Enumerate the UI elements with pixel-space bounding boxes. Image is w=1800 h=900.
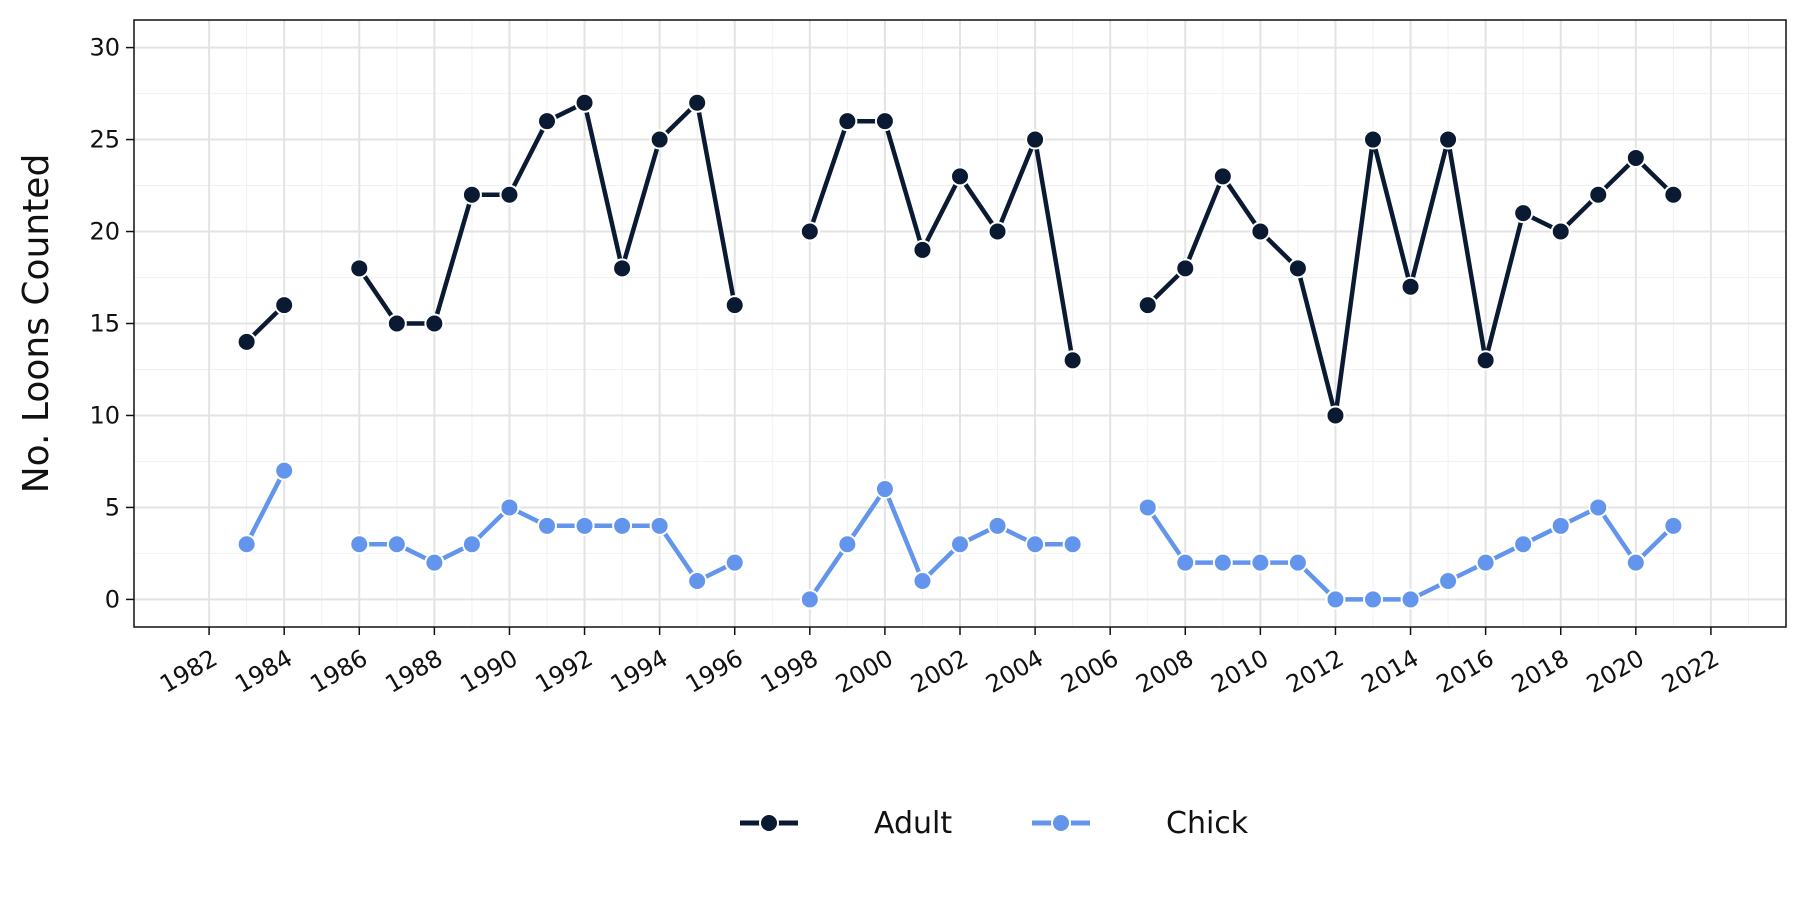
y-tick-label: 20: [89, 218, 120, 246]
legend-label-chick: Chick: [1166, 806, 1249, 841]
data-point-chick: [950, 534, 970, 555]
data-point-adult: [537, 111, 557, 132]
data-point-adult: [1250, 221, 1271, 242]
y-tick-label: 30: [89, 34, 120, 62]
data-point-adult: [1475, 350, 1496, 371]
data-point-chick: [649, 515, 670, 536]
y-axis-title: No. Loons Counted: [16, 154, 57, 494]
data-point-adult: [1513, 203, 1534, 224]
data-point-chick: [236, 534, 257, 555]
data-point-chick: [837, 534, 858, 555]
data-point-adult: [649, 129, 670, 150]
data-point-adult: [1062, 350, 1083, 371]
y-tick-label: 0: [105, 585, 120, 613]
data-point-chick: [1137, 497, 1158, 518]
data-point-adult: [574, 92, 595, 113]
data-point-adult: [1212, 166, 1233, 187]
data-point-chick: [1663, 515, 1684, 536]
data-point-adult: [1438, 129, 1459, 150]
data-point-chick: [1025, 534, 1046, 555]
data-point-adult: [236, 331, 257, 352]
data-point-adult: [1663, 184, 1684, 205]
legend-swatch-marker-chick: [1051, 813, 1071, 833]
data-point-adult: [950, 166, 970, 187]
data-point-chick: [1250, 552, 1271, 573]
data-point-adult: [274, 295, 295, 316]
data-point-adult: [349, 258, 370, 279]
data-point-chick: [461, 534, 482, 555]
y-tick-label: 10: [89, 401, 120, 429]
y-tick-label: 25: [89, 126, 120, 154]
data-point-adult: [1325, 405, 1346, 426]
data-point-chick: [1550, 515, 1571, 536]
data-point-chick: [1513, 534, 1534, 555]
data-point-chick: [499, 497, 520, 518]
data-point-adult: [1363, 129, 1383, 150]
data-point-adult: [1175, 258, 1196, 279]
data-point-chick: [799, 589, 820, 610]
data-point-adult: [1287, 258, 1308, 279]
series-layer: [236, 92, 1684, 610]
data-point-chick: [687, 571, 708, 592]
data-point-adult: [1025, 129, 1046, 150]
data-point-adult: [1625, 147, 1646, 168]
data-point-adult: [1550, 221, 1571, 242]
legend-label-adult: Adult: [874, 806, 952, 841]
data-point-adult: [1588, 184, 1609, 205]
data-point-chick: [1325, 589, 1346, 610]
data-point-chick: [1212, 552, 1233, 573]
data-point-chick: [724, 552, 745, 573]
data-point-chick: [1363, 589, 1383, 610]
data-point-chick: [574, 515, 595, 536]
data-point-adult: [461, 184, 482, 205]
data-point-adult: [687, 92, 708, 113]
data-point-adult: [1400, 276, 1421, 297]
data-point-chick: [1175, 552, 1196, 573]
data-point-chick: [987, 515, 1008, 536]
data-point-chick: [1438, 571, 1459, 592]
y-tick-label: 15: [89, 310, 120, 338]
data-point-adult: [499, 184, 520, 205]
data-point-chick: [1475, 552, 1496, 573]
data-point-chick: [349, 534, 370, 555]
data-point-adult: [424, 313, 445, 334]
legend: Adult Chick: [740, 806, 1249, 841]
data-point-chick: [612, 515, 633, 536]
y-tick-label: 5: [105, 493, 120, 521]
data-point-chick: [386, 534, 407, 555]
data-point-adult: [1137, 295, 1158, 316]
data-point-adult: [912, 239, 933, 260]
legend-swatch-marker-adult: [759, 813, 779, 833]
data-point-chick: [874, 479, 895, 500]
data-point-adult: [874, 111, 895, 132]
data-point-adult: [612, 258, 633, 279]
data-point-adult: [837, 111, 858, 132]
data-point-adult: [724, 295, 745, 316]
data-point-adult: [799, 221, 820, 242]
data-point-chick: [1625, 552, 1646, 573]
data-point-chick: [1062, 534, 1083, 555]
data-point-chick: [1588, 497, 1609, 518]
data-point-chick: [912, 571, 933, 592]
data-point-chick: [274, 460, 295, 481]
data-point-chick: [424, 552, 445, 573]
series-adult: [236, 92, 1684, 426]
data-point-chick: [1400, 589, 1421, 610]
data-point-adult: [987, 221, 1008, 242]
data-point-chick: [537, 515, 557, 536]
y-axis: 0 5 10 15 20 25 30: [89, 34, 134, 613]
grid-lines: [134, 20, 1786, 627]
series-chick: [236, 460, 1684, 610]
data-point-chick: [1287, 552, 1308, 573]
data-point-adult: [386, 313, 407, 334]
series-line-chick: [244, 468, 287, 547]
